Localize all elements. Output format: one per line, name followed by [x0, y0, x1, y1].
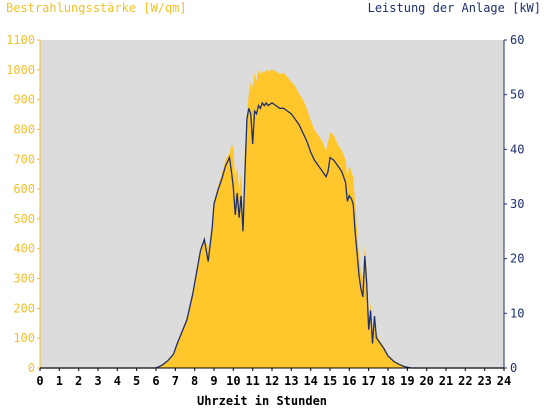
- left-tick-label: 1100: [6, 33, 35, 47]
- right-tick-label: 10: [510, 306, 524, 320]
- x-tick-label: 5: [133, 374, 140, 388]
- right-tick-label: 50: [510, 88, 524, 102]
- right-tick-label: 60: [510, 33, 524, 47]
- left-tick-label: 100: [13, 331, 35, 345]
- right-tick-label: 40: [510, 142, 524, 156]
- left-axis-title: Bestrahlungsstärke [W/qm]: [6, 1, 187, 15]
- x-tick-label: 11: [245, 374, 259, 388]
- right-tick-label: 20: [510, 252, 524, 266]
- x-tick-label: 10: [226, 374, 240, 388]
- x-tick-label: 2: [75, 374, 82, 388]
- x-tick-label: 23: [477, 374, 491, 388]
- left-tick-label: 900: [13, 93, 35, 107]
- left-tick-labels: 0 100 200 300 400 500 600 700 800 900 1000 1100: [6, 33, 40, 375]
- x-tick-label: 16: [342, 374, 356, 388]
- x-tick-label: 13: [284, 374, 298, 388]
- left-tick-label: 800: [13, 122, 35, 136]
- x-tick-label: 6: [152, 374, 159, 388]
- left-tick-label: 0: [28, 361, 35, 375]
- x-tick-label: 0: [36, 374, 43, 388]
- x-tick-label: 7: [172, 374, 179, 388]
- x-tick-label: 15: [323, 374, 337, 388]
- x-tick-label: 20: [419, 374, 433, 388]
- x-tick-label: 9: [210, 374, 217, 388]
- x-tick-label: 18: [381, 374, 395, 388]
- left-tick-label: 700: [13, 152, 35, 166]
- x-tick-label: 12: [265, 374, 279, 388]
- x-tick-label: 19: [400, 374, 414, 388]
- x-tick-label: 3: [94, 374, 101, 388]
- x-tick-label: 17: [361, 374, 375, 388]
- right-axis-title: Leistung der Anlage [kW]: [368, 1, 541, 15]
- x-axis-title: Uhrzeit in Stunden: [197, 394, 327, 408]
- x-tick-label: 8: [191, 374, 198, 388]
- left-tick-label: 300: [13, 272, 35, 286]
- x-tick-label: 24: [497, 374, 511, 388]
- left-tick-label: 200: [13, 301, 35, 315]
- right-tick-labels: 0 10 20 30 40 50 60: [504, 33, 524, 375]
- x-tick-label: 14: [303, 374, 317, 388]
- right-tick-label: 30: [510, 197, 524, 211]
- x-tick-label: 4: [114, 374, 121, 388]
- left-tick-label: 500: [13, 212, 35, 226]
- x-tick-label: 21: [439, 374, 453, 388]
- left-tick-label: 600: [13, 182, 35, 196]
- x-tick-label: 1: [56, 374, 63, 388]
- power-line: [40, 101, 504, 369]
- x-tick-label: 22: [458, 374, 472, 388]
- irradiance-area: [40, 69, 504, 369]
- left-tick-label: 1000: [6, 63, 35, 77]
- left-tick-label: 400: [13, 242, 35, 256]
- right-tick-label: 0: [510, 361, 517, 375]
- x-tick-labels: 0 1 2 3 4 5 6 7 8 9 10 11 12 13 14 15 16 17 18 19 20 21 22 23 24: [36, 368, 511, 388]
